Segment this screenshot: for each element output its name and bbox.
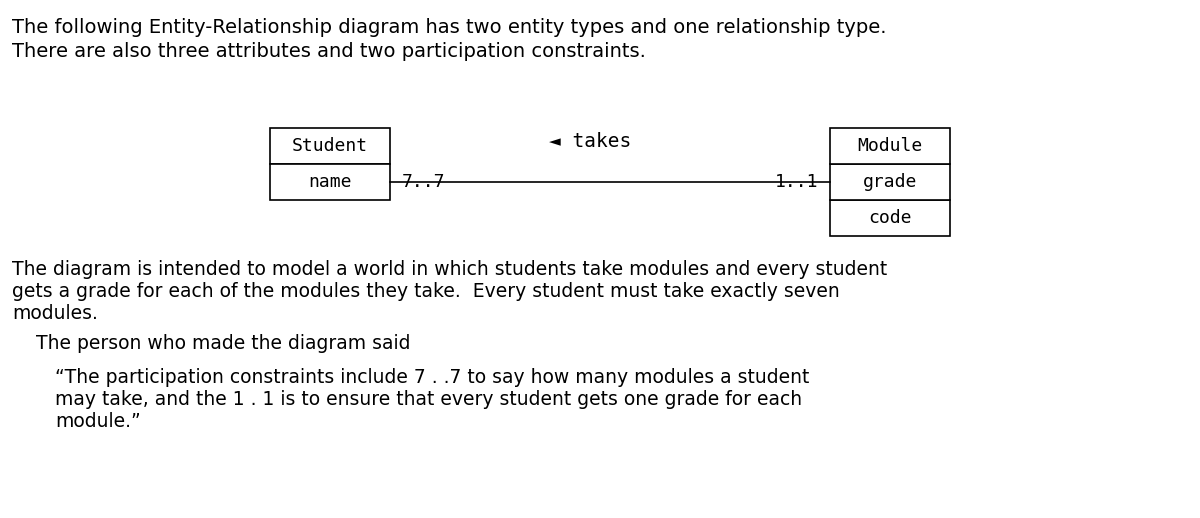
Bar: [270, 128, 390, 164]
Text: modules.: modules.: [12, 304, 98, 323]
Text: grade: grade: [863, 173, 917, 191]
Text: Module: Module: [857, 137, 923, 155]
Text: may take, and the 1 . 1 is to ensure that every student gets one grade for each: may take, and the 1 . 1 is to ensure tha…: [55, 390, 802, 409]
Bar: [830, 200, 950, 236]
Text: The person who made the diagram said: The person who made the diagram said: [12, 334, 410, 353]
Bar: [830, 164, 950, 200]
Text: gets a grade for each of the modules they take.  Every student must take exactly: gets a grade for each of the modules the…: [12, 282, 840, 301]
Bar: [830, 128, 950, 164]
Text: There are also three attributes and two participation constraints.: There are also three attributes and two …: [12, 42, 646, 61]
Text: code: code: [869, 209, 912, 227]
Text: “The participation constraints include 7 . .7 to say how many modules a student: “The participation constraints include 7…: [55, 368, 809, 387]
Text: 7..7: 7..7: [402, 173, 445, 191]
Text: The diagram is intended to model a world in which students take modules and ever: The diagram is intended to model a world…: [12, 260, 887, 279]
Text: name: name: [308, 173, 352, 191]
Text: The following Entity-Relationship diagram has two entity types and one relations: The following Entity-Relationship diagra…: [12, 18, 887, 37]
Text: 1..1: 1..1: [774, 173, 818, 191]
Text: ◄ takes: ◄ takes: [548, 132, 631, 151]
Text: module.”: module.”: [55, 412, 140, 431]
Bar: [270, 164, 390, 200]
Text: Student: Student: [292, 137, 368, 155]
